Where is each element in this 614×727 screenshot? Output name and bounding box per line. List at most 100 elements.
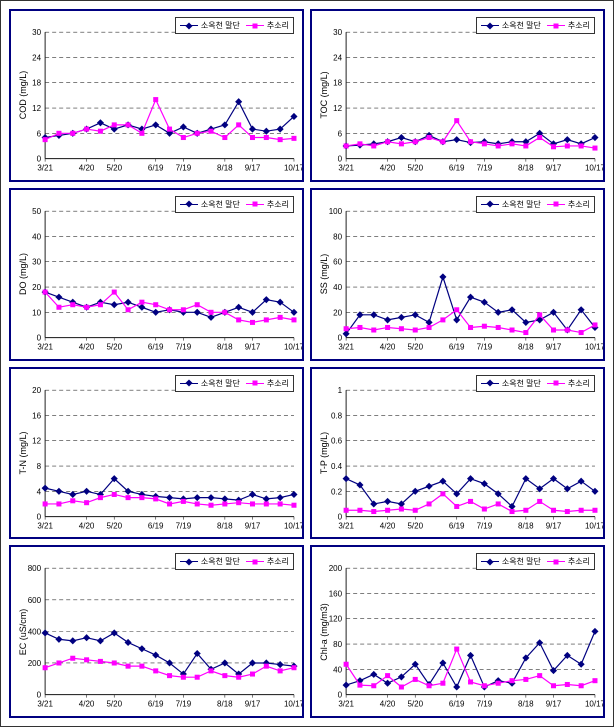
svg-text:9/17: 9/17 [245, 700, 261, 709]
chart-panel-ec: 02004006008003/214/205/206/197/198/189/1… [9, 545, 304, 718]
svg-text:40: 40 [32, 232, 41, 241]
svg-text:9/17: 9/17 [546, 700, 562, 709]
svg-text:7/19: 7/19 [176, 521, 192, 530]
svg-text:3/21: 3/21 [37, 342, 53, 351]
svg-text:3/21: 3/21 [338, 700, 354, 709]
svg-text:9/17: 9/17 [546, 164, 562, 173]
svg-text:4/20: 4/20 [79, 700, 95, 709]
svg-text:3/21: 3/21 [338, 342, 354, 351]
svg-text:50: 50 [32, 207, 41, 216]
svg-text:10/17: 10/17 [284, 521, 302, 530]
svg-text:5/20: 5/20 [106, 342, 122, 351]
svg-text:40: 40 [333, 666, 342, 675]
svg-text:3/21: 3/21 [338, 521, 354, 530]
y-axis-label: Chl-a (mg/m3) [319, 603, 329, 661]
svg-text:6/19: 6/19 [449, 342, 465, 351]
svg-text:60: 60 [333, 257, 342, 266]
svg-text:0: 0 [37, 333, 42, 342]
svg-text:0: 0 [338, 333, 343, 342]
svg-text:0.8: 0.8 [331, 411, 343, 420]
legend-item: 추소리 [547, 378, 590, 389]
legend-item: 추소리 [547, 556, 590, 567]
svg-text:5/20: 5/20 [106, 164, 122, 173]
svg-text:80: 80 [333, 232, 342, 241]
legend-label: 추소리 [267, 20, 289, 31]
svg-text:0: 0 [37, 691, 42, 700]
svg-text:200: 200 [28, 659, 42, 668]
svg-text:10/17: 10/17 [284, 700, 302, 709]
svg-text:100: 100 [329, 207, 343, 216]
legend-label: 추소리 [568, 20, 590, 31]
legend-label: 소옥천 말단 [502, 556, 541, 567]
svg-text:0: 0 [338, 691, 343, 700]
svg-text:120: 120 [329, 615, 343, 624]
y-axis-label: TOC (mg/L) [319, 72, 329, 119]
legend-label: 소옥천 말단 [502, 20, 541, 31]
legend-item: 추소리 [246, 556, 289, 567]
legend-item: 소옥천 말단 [481, 556, 541, 567]
chart-panel-do: 010203040503/214/205/206/197/198/189/171… [9, 188, 304, 361]
svg-text:0: 0 [338, 155, 343, 164]
svg-text:10: 10 [32, 308, 41, 317]
svg-text:10/17: 10/17 [284, 342, 302, 351]
legend: 소옥천 말단 추소리 [175, 196, 294, 213]
legend-item: 추소리 [246, 199, 289, 210]
svg-text:7/19: 7/19 [176, 164, 192, 173]
chart-svg: 040801201602003/214/205/206/197/198/189/… [312, 547, 603, 716]
svg-text:4/20: 4/20 [380, 164, 396, 173]
svg-text:0: 0 [37, 155, 42, 164]
svg-text:6: 6 [37, 129, 42, 138]
svg-text:600: 600 [28, 596, 42, 605]
svg-text:10/17: 10/17 [585, 342, 603, 351]
legend: 소옥천 말단추소리 [476, 375, 595, 392]
svg-text:8/18: 8/18 [518, 700, 534, 709]
svg-text:10/17: 10/17 [585, 700, 603, 709]
chart-panel-cod: 06121824303/214/205/206/197/198/189/1710… [9, 9, 304, 182]
chart-svg: 06121824303/214/205/206/197/198/189/1710… [312, 11, 603, 180]
svg-text:18: 18 [333, 79, 342, 88]
svg-text:0.6: 0.6 [331, 436, 343, 445]
svg-text:3/21: 3/21 [37, 164, 53, 173]
svg-text:80: 80 [333, 640, 342, 649]
svg-text:6: 6 [338, 129, 343, 138]
chart-panel-ss: 0204060801003/214/205/206/197/198/189/17… [310, 188, 605, 361]
svg-text:0: 0 [37, 512, 42, 521]
svg-text:7/19: 7/19 [477, 342, 493, 351]
svg-text:7/19: 7/19 [477, 164, 493, 173]
chart-panel-chla: 040801201602003/214/205/206/197/198/189/… [310, 545, 605, 718]
chart-svg: 02004006008003/214/205/206/197/198/189/1… [11, 547, 302, 716]
svg-text:7/19: 7/19 [477, 521, 493, 530]
svg-text:3/21: 3/21 [37, 521, 53, 530]
svg-text:9/17: 9/17 [546, 342, 562, 351]
legend-label: 소옥천 말단 [201, 378, 240, 389]
legend: 소옥천 말단추소리 [175, 553, 294, 570]
svg-text:20: 20 [333, 308, 342, 317]
legend-label: 추소리 [267, 199, 289, 210]
svg-text:8/18: 8/18 [217, 521, 233, 530]
svg-text:4/20: 4/20 [79, 164, 95, 173]
legend-item: 소옥천 말단 [180, 199, 240, 210]
svg-text:4/20: 4/20 [79, 521, 95, 530]
y-axis-label: DO (mg/L) [18, 253, 28, 295]
svg-text:9/17: 9/17 [546, 521, 562, 530]
svg-text:24: 24 [333, 53, 342, 62]
svg-text:8/18: 8/18 [518, 164, 534, 173]
svg-text:9/17: 9/17 [245, 342, 261, 351]
svg-text:6/19: 6/19 [148, 521, 164, 530]
legend-item: 추소리 [246, 20, 289, 31]
svg-text:200: 200 [329, 564, 343, 573]
y-axis-label: T-P (mg/L) [319, 432, 329, 474]
svg-text:8/18: 8/18 [217, 700, 233, 709]
legend-item: 소옥천 말단 [180, 378, 240, 389]
svg-text:12: 12 [333, 104, 342, 113]
svg-text:6/19: 6/19 [148, 700, 164, 709]
svg-text:10/17: 10/17 [284, 164, 302, 173]
svg-text:4/20: 4/20 [380, 521, 396, 530]
svg-text:8: 8 [37, 462, 42, 471]
svg-text:30: 30 [32, 28, 41, 37]
chart-panel-tn: 0481216203/214/205/206/197/198/189/1710/… [9, 367, 304, 540]
svg-text:5/20: 5/20 [106, 521, 122, 530]
legend-item: 추소리 [547, 199, 590, 210]
svg-text:4/20: 4/20 [79, 342, 95, 351]
svg-text:6/19: 6/19 [449, 521, 465, 530]
